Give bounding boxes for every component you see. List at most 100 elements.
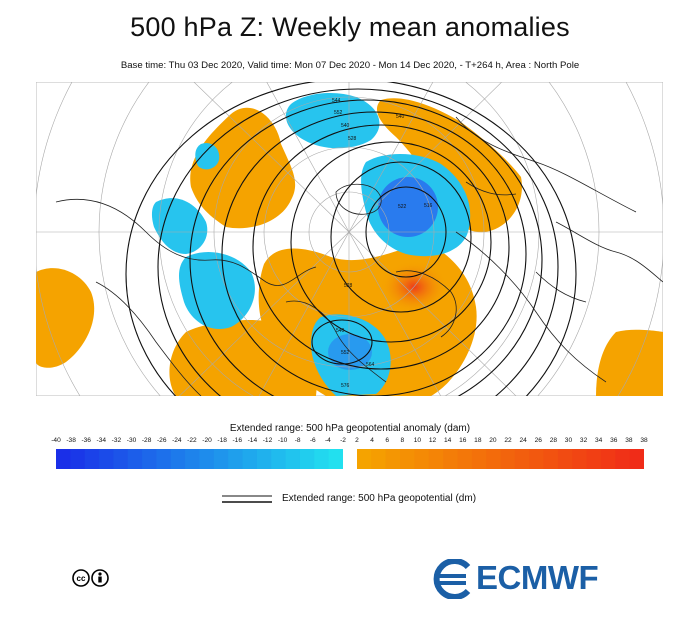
colorbar-segment [414, 449, 430, 469]
legend-title: Extended range: 500 hPa geopotential ano… [229, 423, 471, 434]
tick-label: -30 [126, 437, 137, 444]
tick-label: -36 [81, 437, 91, 444]
colorbar-segment [84, 449, 100, 469]
positive-tick-labels: 2 4 6 8 10 12 14 16 18 20 22 24 26 28 30 32 34 36 38 38 [355, 437, 648, 447]
tick-label: -10 [277, 437, 288, 444]
contour-legend-label: Extended range: 500 hPa geopotential (dm… [282, 493, 477, 504]
colorbar-segment [56, 449, 71, 469]
tick-label: 12 [428, 437, 437, 444]
tick-label: -28 [141, 437, 152, 444]
colorbar-segment [228, 449, 244, 469]
tick-label: 14 [443, 437, 452, 444]
colorbar-segment [529, 449, 545, 469]
tick-label: 6 [385, 437, 390, 444]
contour-label: 540 [396, 114, 405, 120]
tick-label: -4 [324, 437, 331, 444]
tick-label: 8 [400, 437, 405, 444]
tick-label: -38 [66, 437, 76, 444]
coastlines [55, 116, 663, 396]
colorbar-segment [142, 449, 157, 469]
ecmwf-logo: ECMWF [428, 559, 628, 599]
tick-label: 36 [610, 437, 618, 444]
contour-label: 528 [344, 283, 353, 289]
colorbar-segment [586, 449, 602, 469]
contour-label: 576 [341, 383, 350, 389]
contour-label: 522 [398, 204, 407, 210]
cc-by-icon: cc [72, 569, 109, 587]
colorbar-segment [543, 449, 559, 469]
tick-label: -16 [232, 437, 243, 444]
colorbar-segment [357, 449, 372, 469]
colorbar-segment [185, 449, 200, 469]
tick-label: -2 [340, 437, 346, 444]
ecmwf-logo-icon [433, 559, 471, 599]
colorbar-segment [371, 449, 387, 469]
contour-label: 552 [334, 110, 343, 116]
contour-legend: Extended range: 500 hPa geopotential (dm… [222, 491, 522, 507]
colorbar-segment [385, 449, 401, 469]
tick-label: -18 [217, 437, 227, 444]
colorbar-segment [113, 449, 129, 469]
tick-label: 30 [564, 437, 573, 444]
tick-label: -20 [202, 437, 212, 444]
colorbar-segment [572, 449, 588, 469]
colorbar-segment [213, 449, 229, 469]
tick-label: 26 [534, 437, 542, 444]
contour-label: 516 [424, 203, 433, 209]
colorbar-segment [428, 449, 444, 469]
colorbar-segment [457, 449, 473, 469]
tick-label: -24 [172, 437, 182, 444]
contour-label: 552 [341, 350, 350, 356]
colorbar-segment [199, 449, 215, 469]
tick-label: -26 [156, 437, 167, 444]
colorbar-segment [557, 449, 573, 469]
colorbar-segment [615, 449, 631, 469]
tick-label: -6 [309, 437, 316, 444]
colorbar-segment [629, 449, 644, 469]
colorbar-segment [400, 449, 415, 469]
tick-label: 20 [489, 437, 497, 444]
tick-label: -34 [96, 437, 107, 444]
tick-label: 10 [413, 437, 422, 444]
chart-title: 500 hPa Z: Weekly mean anomalies [130, 12, 570, 42]
colorbar-segment [600, 449, 616, 469]
contour-label: 540 [336, 328, 345, 334]
tick-label: 38 [625, 437, 633, 444]
tick-label: 34 [595, 437, 603, 444]
tick-label: 4 [370, 437, 374, 444]
ecmwf-logo-text: ECMWF [476, 559, 599, 596]
tick-label: -22 [187, 437, 197, 444]
colorbar-segment [156, 449, 172, 469]
chart-subtitle: Base time: Thu 03 Dec 2020, Valid time: … [120, 60, 580, 71]
tick-label: -40 [51, 437, 61, 444]
colorbar-segment [256, 449, 272, 469]
tick-label: 24 [519, 437, 527, 444]
contour-label: 540 [341, 123, 350, 129]
positive-colorbar [357, 449, 644, 469]
tick-label: -8 [294, 437, 301, 444]
contour-label: 544 [332, 98, 341, 104]
geopotential-contours [125, 82, 577, 396]
colorbar-segment [99, 449, 114, 469]
colorbar-segment [328, 449, 343, 469]
negative-colorbar [56, 449, 343, 469]
tick-label: 2 [355, 437, 359, 444]
contour-label: 564 [366, 362, 375, 368]
negative-anomalies [151, 92, 471, 396]
colorbar-segment [285, 449, 301, 469]
tick-label: 22 [504, 437, 512, 444]
tick-label: -32 [111, 437, 122, 444]
contour-label: 528 [348, 136, 357, 142]
tick-label: -14 [247, 437, 258, 444]
anomaly-minimum [378, 177, 438, 237]
tick-label: 32 [579, 437, 588, 444]
colorbar-segment [500, 449, 516, 469]
svg-text:cc: cc [77, 574, 86, 583]
colorbar-segment [127, 449, 143, 469]
tick-label: -12 [262, 437, 273, 444]
colorbar-segment [443, 449, 458, 469]
colorbar-segment [314, 449, 330, 469]
colorbar-segment [170, 449, 186, 469]
tick-label: 16 [459, 437, 467, 444]
polar-map: 544 552 540 528 522 516 528 540 552 564 … [36, 82, 663, 396]
